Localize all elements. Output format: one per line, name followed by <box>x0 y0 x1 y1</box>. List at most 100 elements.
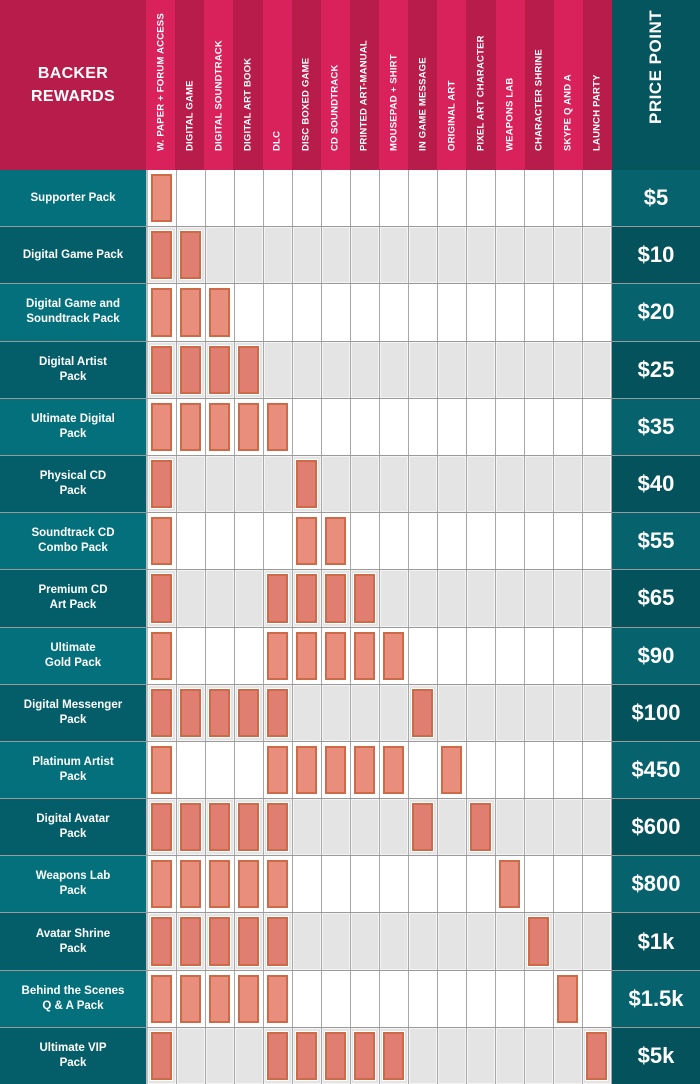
tier-row: Avatar Shrine Pack $1k <box>0 913 700 971</box>
price-value: $55 <box>612 513 700 570</box>
tier-cells <box>146 455 612 513</box>
column-header-label: DLC <box>271 130 283 151</box>
tier-cells <box>146 570 612 627</box>
tier-row: Digital Game and Soundtrack Pack $20 <box>0 284 700 342</box>
grid-cell <box>264 398 293 455</box>
tier-label: Weapons Lab Pack <box>0 856 146 913</box>
grid-cell <box>525 856 554 913</box>
included-marker <box>179 973 202 1024</box>
grid-cell <box>148 284 177 341</box>
grid-cell <box>322 398 351 455</box>
column-header-label: PIXEL ART CHARACTER <box>475 35 487 151</box>
grid-cell <box>496 513 525 570</box>
tier-cells <box>146 170 612 227</box>
grid-cell <box>322 913 351 970</box>
tier-row: Digital Game Pack $10 <box>0 227 700 285</box>
tier-row: Ultimate Gold Pack $90 <box>0 627 700 685</box>
tier-row: Supporter Pack $5 <box>0 170 700 228</box>
tier-row: Ultimate Digital Pack $35 <box>0 398 700 456</box>
grid-cell <box>293 741 322 799</box>
grid-cell <box>264 227 293 284</box>
included-marker <box>208 687 231 738</box>
grid-cell <box>293 913 322 970</box>
column-header-label: LAUNCH PARTY <box>591 74 603 151</box>
column-header-label: DIGITAL ART BOOK <box>242 57 254 151</box>
grid-cell <box>148 513 177 570</box>
grid-cell <box>351 284 380 341</box>
grid-cell <box>554 799 583 856</box>
grid-cell <box>467 856 496 913</box>
grid-cell <box>409 227 438 284</box>
grid-cell <box>177 398 206 455</box>
tier-label: Platinum Artist Pack <box>0 741 146 799</box>
included-marker <box>295 630 318 681</box>
tier-label: Digital Game and Soundtrack Pack <box>0 284 146 341</box>
grid-cell <box>322 627 351 684</box>
included-marker <box>353 573 376 624</box>
price-value: $90 <box>612 627 700 684</box>
included-marker <box>237 802 260 853</box>
grid-cell <box>177 741 206 799</box>
grid-cell <box>438 398 467 455</box>
reward-column-headers: W. PAPER + FORUM ACCESS DIGITAL GAME DIGIT… <box>146 0 612 170</box>
price-value: $20 <box>612 284 700 341</box>
grid-cell <box>380 741 409 799</box>
grid-cell <box>351 513 380 570</box>
included-marker <box>208 973 231 1024</box>
grid-cell <box>322 856 351 913</box>
grid-cell <box>583 570 612 627</box>
price-value: $1.5k <box>612 970 700 1027</box>
grid-cell <box>264 455 293 513</box>
included-marker <box>266 802 289 853</box>
included-marker <box>150 1030 173 1082</box>
grid-cell <box>467 227 496 284</box>
grid-cell <box>293 570 322 627</box>
grid-cell <box>177 799 206 856</box>
column-header: DLC <box>262 0 292 170</box>
included-marker <box>237 916 260 967</box>
grid-cell <box>583 627 612 684</box>
grid-cell <box>438 1027 467 1084</box>
grid-cell <box>583 799 612 856</box>
grid-cell <box>438 284 467 341</box>
grid-cell <box>380 398 409 455</box>
tier-label: Digital Avatar Pack <box>0 799 146 856</box>
grid-cell <box>206 799 235 856</box>
grid-cell <box>177 455 206 513</box>
grid-cell <box>467 398 496 455</box>
reward-tier-rows: Supporter Pack $5 Digital Game Pack $10 Digi… <box>0 170 700 1084</box>
grid-cell <box>206 970 235 1027</box>
grid-cell <box>409 856 438 913</box>
grid-cell <box>148 741 177 799</box>
grid-cell <box>177 913 206 970</box>
grid-cell <box>351 227 380 284</box>
grid-cell <box>235 970 264 1027</box>
column-header-label: IN GAME MESSAGE <box>417 57 429 151</box>
grid-cell <box>206 741 235 799</box>
grid-cell <box>438 570 467 627</box>
grid-cell <box>235 570 264 627</box>
included-marker <box>179 401 202 452</box>
grid-cell <box>438 913 467 970</box>
grid-cell <box>380 799 409 856</box>
grid-cell <box>496 856 525 913</box>
grid-cell <box>467 570 496 627</box>
grid-cell <box>583 398 612 455</box>
grid-cell <box>583 856 612 913</box>
price-value: $600 <box>612 799 700 856</box>
included-marker <box>208 287 231 338</box>
grid-cell <box>177 684 206 741</box>
grid-cell <box>380 570 409 627</box>
column-header-label: CD SOUNDTRACK <box>329 64 341 151</box>
included-marker <box>266 973 289 1024</box>
grid-cell <box>496 570 525 627</box>
grid-cell <box>467 970 496 1027</box>
grid-cell <box>554 284 583 341</box>
grid-cell <box>554 1027 583 1084</box>
grid-cell <box>380 970 409 1027</box>
grid-cell <box>264 913 293 970</box>
included-marker <box>266 1030 289 1082</box>
included-marker <box>324 630 347 681</box>
grid-cell <box>206 398 235 455</box>
tier-cells <box>146 799 612 856</box>
